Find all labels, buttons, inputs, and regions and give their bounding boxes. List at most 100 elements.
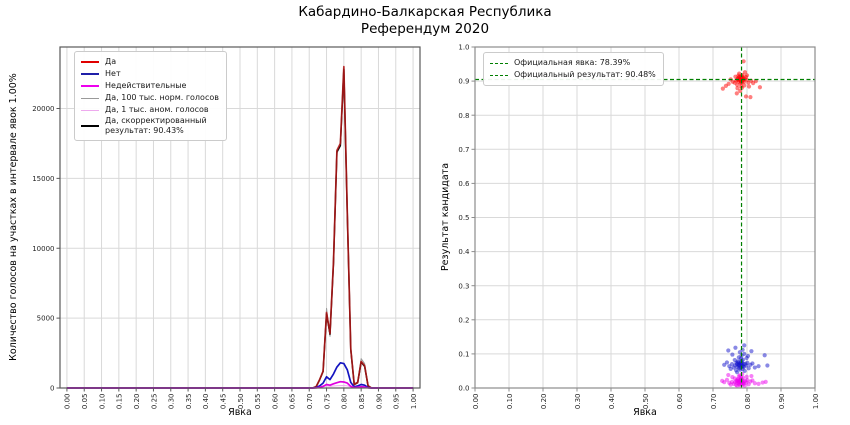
right-plot-legend: Официальная явка: 78.39% Официальный резу…	[483, 52, 664, 86]
scatter-point-2	[724, 377, 730, 382]
right-y-tick-label: 0.4	[458, 248, 470, 256]
scatter-point-2	[740, 371, 745, 377]
legend-item-2: Недействительные	[81, 80, 219, 92]
scatter-point-2	[735, 383, 740, 389]
scatter-point-1	[728, 366, 733, 371]
scatter-point-0	[723, 83, 729, 88]
right-y-tick-label: 0.8	[458, 112, 469, 120]
right-x-tick-label: 0.10	[506, 394, 514, 410]
scatter-point-0	[746, 84, 752, 89]
left-y-tick-label: 15000	[32, 175, 54, 183]
scatter-point-1	[742, 351, 747, 356]
scatter-point-1	[742, 368, 747, 374]
scatter-point-0	[720, 86, 725, 91]
scatter-point-2	[744, 374, 749, 379]
scatter-point-1	[724, 360, 730, 365]
left-plot-legend: Да Нет Недействительные Да, 100 тыс. норм. …	[74, 51, 227, 141]
scatter-point-2	[730, 374, 735, 380]
scatter-point-1	[737, 350, 742, 355]
legend-item-3: Да, 100 тыс. норм. голосов	[81, 92, 219, 104]
right-y-tick-label: 1.0	[458, 44, 469, 52]
legend-swatch-3	[81, 97, 99, 99]
scatter-point-2	[728, 382, 733, 387]
left-x-tick-label: 0.25	[150, 394, 158, 410]
scatter-point-2	[763, 379, 768, 384]
left-x-tick-label: 0.85	[358, 394, 366, 410]
left-x-tick-label: 0.65	[289, 394, 297, 410]
right-legend-swatch-0	[490, 62, 508, 64]
scatter-point-0	[737, 71, 742, 76]
scatter-point-1	[756, 364, 761, 369]
legend-swatch-2	[81, 85, 99, 87]
scatter-point-2	[742, 383, 747, 388]
title-line-2: Референдум 2020	[360, 21, 490, 37]
scatter-point-0	[741, 59, 746, 64]
left-x-tick-label: 0.70	[306, 394, 314, 410]
left-x-tick-label: 0.75	[323, 394, 331, 410]
left-x-tick-label: 0.15	[116, 394, 124, 410]
right-y-axis-label: Результат кандидата	[440, 162, 451, 272]
right-y-tick-label: 0.5	[458, 214, 469, 222]
legend-label-0: Да	[105, 57, 117, 66]
right-x-tick-label: 0.50	[642, 394, 650, 410]
right-x-tick-label: 0.20	[540, 394, 548, 410]
left-x-tick-label: 0.90	[375, 394, 383, 410]
scatter-point-1	[750, 361, 755, 366]
legend-swatch-0	[81, 61, 99, 63]
legend-label-5: Да, скорректированный результат: 90.43%	[105, 116, 207, 135]
right-x-tick-label: 0.60	[676, 394, 684, 410]
scatter-point-1	[745, 360, 750, 365]
right-x-tick-label: 0.30	[574, 394, 582, 410]
left-y-tick-label: 20000	[32, 105, 54, 113]
scatter-point-2	[750, 378, 755, 383]
left-x-tick-label: 0.30	[168, 394, 176, 410]
scatter-point-0	[757, 85, 763, 90]
legend-swatch-1	[81, 73, 99, 75]
right-legend-swatch-1	[490, 74, 508, 76]
scatter-point-2	[749, 373, 754, 379]
left-x-tick-label: 0.45	[219, 394, 227, 410]
left-x-tick-label: 0.05	[81, 394, 89, 410]
right-x-tick-label: 1.00	[812, 394, 820, 410]
left-x-tick-label: 1.00	[410, 394, 418, 410]
scatter-point-1	[742, 343, 747, 348]
scatter-point-2	[726, 372, 731, 378]
left-x-tick-label: 0.40	[202, 394, 210, 410]
right-x-axis-label: Явка	[633, 407, 657, 418]
legend-item-4: Да, 1 тыс. аном. голосов	[81, 104, 219, 116]
scatter-point-1	[762, 353, 767, 358]
scatter-point-0	[735, 82, 740, 87]
left-y-axis-label: Количество голосов на участках в интерва…	[8, 73, 19, 361]
right-x-tick-label: 0.00	[472, 394, 480, 410]
scatter-point-1	[730, 352, 735, 357]
left-x-tick-label: 0.50	[237, 394, 245, 410]
scatter-point-0	[734, 91, 739, 96]
right-x-tick-label: 0.40	[608, 394, 616, 410]
scatter-point-1	[752, 365, 757, 370]
left-y-tick-label: 5000	[37, 315, 55, 323]
right-legend-label-1: Официальный результат: 90.48%	[514, 70, 656, 79]
legend-item-1: Нет	[81, 68, 219, 80]
scatter-point-1	[726, 348, 731, 353]
left-x-tick-label: 0.55	[254, 394, 262, 410]
right-y-tick-label: 0.9	[458, 78, 469, 86]
right-y-tick-label: 0.2	[458, 316, 469, 324]
right-legend-label-0: Официальная явка: 78.39%	[514, 58, 631, 67]
scatter-point-0	[744, 73, 750, 78]
scatter-point-2	[756, 381, 761, 387]
scatter-point-0	[733, 74, 738, 79]
legend-swatch-5	[81, 125, 99, 127]
left-x-tick-label: 0.20	[133, 394, 141, 410]
right-legend-item-1: Официальный результат: 90.48%	[490, 69, 656, 81]
scatter-point-2	[720, 378, 725, 383]
left-x-tick-label: 0.60	[271, 394, 279, 410]
right-y-tick-label: 0.1	[458, 351, 469, 359]
legend-label-2: Недействительные	[105, 81, 187, 90]
left-y-tick-label: 10000	[32, 245, 54, 253]
left-x-axis-label: Явка	[228, 407, 252, 418]
scatter-point-1	[722, 362, 727, 367]
scatter-point-0	[735, 86, 740, 91]
title-line-1: Кабардино-Балкарская Республика	[298, 4, 552, 20]
